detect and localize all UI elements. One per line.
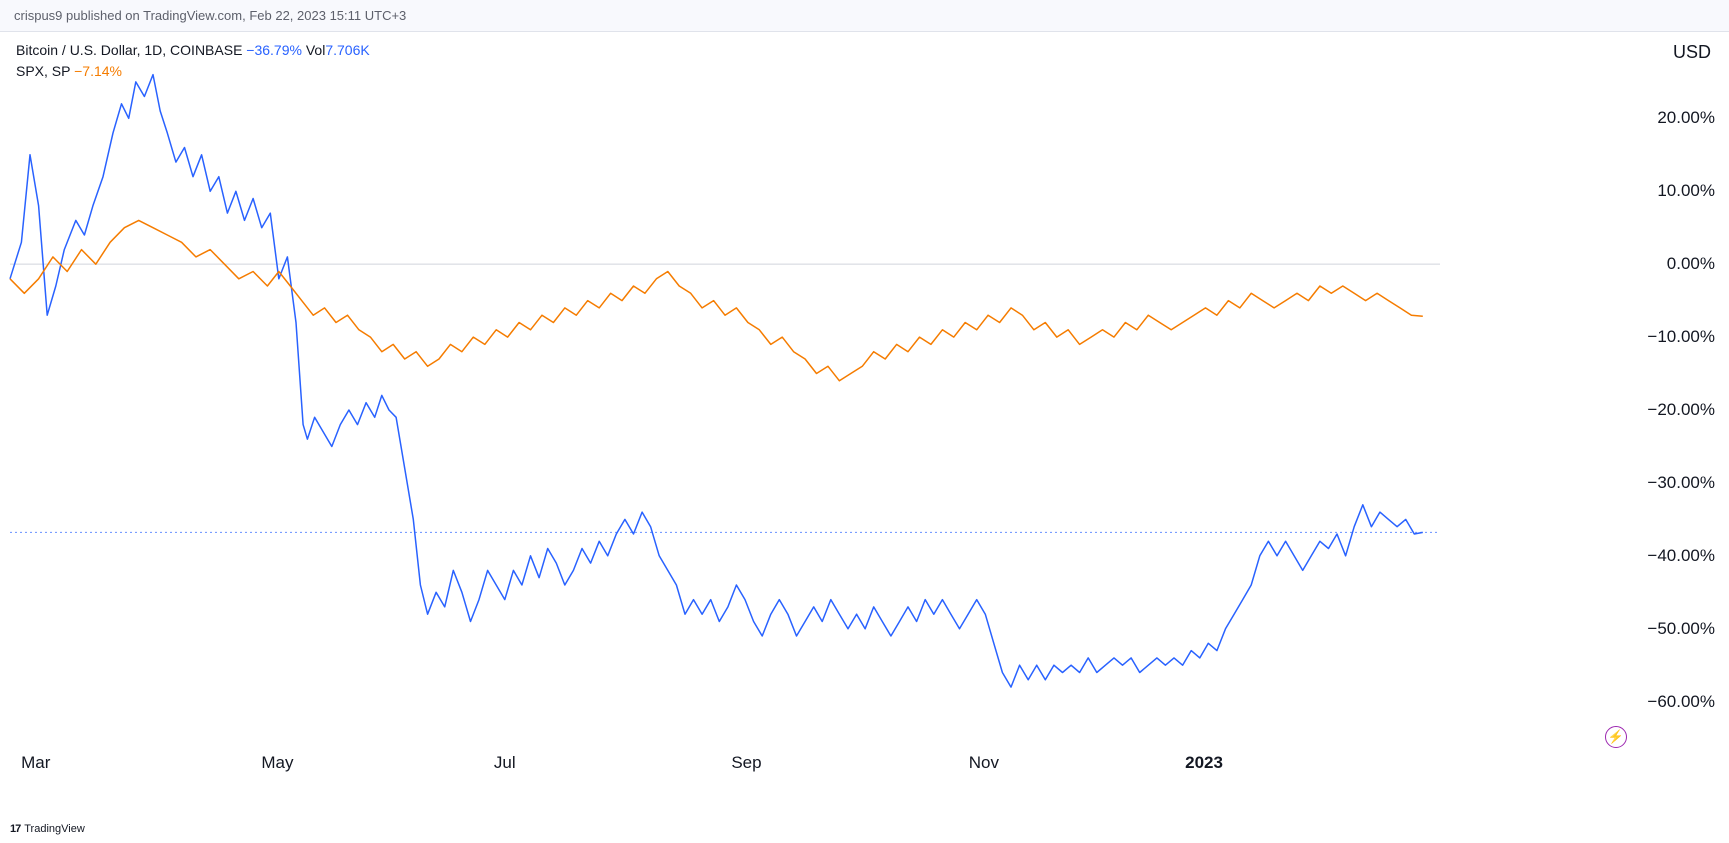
y-tick: −60.00%	[1647, 692, 1715, 712]
logo-brand: TradingView	[24, 823, 85, 835]
x-tick: Sep	[731, 753, 761, 773]
tradingview-logo: 17 TradingView	[10, 823, 85, 835]
y-tick: 10.00%	[1657, 181, 1715, 201]
series1-label: Bitcoin / U.S. Dollar, 1D, COINBASE	[16, 42, 242, 58]
y-tick: −50.00%	[1647, 619, 1715, 639]
publish-bar: crispus9 published on TradingView.com, F…	[0, 0, 1729, 32]
chart-svg	[10, 60, 1440, 760]
chart-container: crispus9 published on TradingView.com, F…	[0, 0, 1729, 843]
publish-text: crispus9 published on TradingView.com, F…	[14, 8, 406, 23]
logo-symbol: 17	[10, 823, 20, 835]
series1-change: −36.79%	[246, 42, 302, 58]
y-tick: 20.00%	[1657, 108, 1715, 128]
series1-vol-label: Vol	[306, 42, 325, 58]
y-tick: −20.00%	[1647, 400, 1715, 420]
x-tick: Nov	[969, 753, 999, 773]
y-tick: −10.00%	[1647, 327, 1715, 347]
x-tick: Mar	[21, 753, 50, 773]
flash-icon[interactable]: ⚡	[1605, 726, 1627, 748]
series-BTC/USD	[10, 75, 1423, 688]
x-tick: Jul	[494, 753, 516, 773]
y-axis-title: USD	[1673, 42, 1711, 63]
x-tick: 2023	[1185, 753, 1223, 773]
y-tick: 0.00%	[1667, 254, 1715, 274]
y-tick: −30.00%	[1647, 473, 1715, 493]
legend-row-1: Bitcoin / U.S. Dollar, 1D, COINBASE −36.…	[16, 40, 370, 61]
series-SPX	[10, 220, 1423, 380]
x-tick: May	[261, 753, 293, 773]
series1-vol-value: 7.706K	[325, 42, 369, 58]
chart-plot-area[interactable]	[10, 60, 1440, 760]
y-tick: −40.00%	[1647, 546, 1715, 566]
